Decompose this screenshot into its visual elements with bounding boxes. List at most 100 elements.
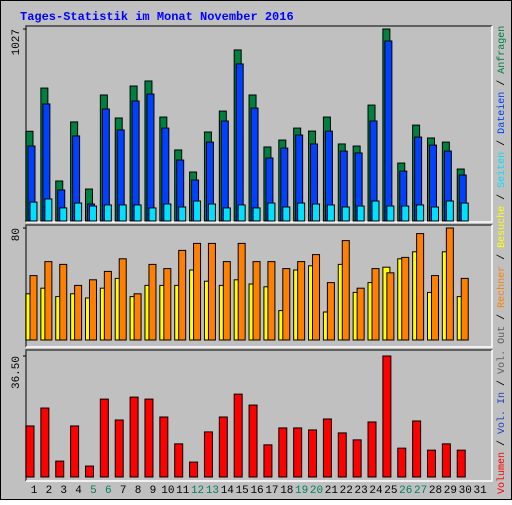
bar <box>207 242 216 341</box>
bar <box>416 204 425 222</box>
bar <box>237 204 246 222</box>
bar <box>312 254 321 341</box>
legend-separator: / <box>496 440 508 446</box>
legend-separator: / <box>496 140 508 146</box>
bar <box>341 206 350 222</box>
bar <box>386 205 395 222</box>
bar <box>118 204 127 222</box>
chart-title: Tages-Statistik im Monat November 2016 <box>20 10 294 24</box>
bar <box>382 355 392 478</box>
bar <box>74 202 83 222</box>
bar <box>426 449 436 478</box>
bar <box>267 202 276 222</box>
legend-entry: Seiten <box>496 152 508 188</box>
bar <box>326 204 335 222</box>
bar <box>193 200 202 222</box>
bar <box>263 444 273 478</box>
bar <box>401 256 410 341</box>
bar <box>222 207 231 222</box>
legend: Volumen / Vol. In / Vol. Out / Rechner / Besuche… <box>496 26 508 494</box>
bar <box>193 242 202 341</box>
bar <box>237 242 246 341</box>
bar <box>220 120 229 222</box>
x-tick-label: 26 <box>399 485 412 497</box>
bar <box>88 279 97 341</box>
bar <box>386 272 395 341</box>
bar <box>101 108 110 222</box>
bar <box>146 93 155 222</box>
bar <box>174 443 184 478</box>
bar <box>293 427 303 478</box>
bar <box>312 203 321 222</box>
panel <box>26 350 492 481</box>
bar <box>40 407 50 478</box>
y-tick-label: 1027 <box>11 29 23 55</box>
x-tick-label: 23 <box>355 485 368 497</box>
x-tick-label: 25 <box>384 485 397 497</box>
bar <box>250 107 259 222</box>
bar <box>222 261 231 341</box>
x-tick-label: 6 <box>105 485 112 497</box>
legend-entry: Vol. Out <box>496 326 508 374</box>
bar <box>416 233 425 341</box>
bar <box>248 404 258 478</box>
bar <box>189 461 199 478</box>
bar <box>445 227 454 341</box>
bar <box>144 398 154 478</box>
legend-separator: / <box>496 80 508 86</box>
x-tick-label: 30 <box>459 485 472 497</box>
bar <box>131 100 140 222</box>
bar <box>178 249 187 341</box>
bar <box>70 425 80 478</box>
bar <box>341 240 350 341</box>
legend-entry: Rechner <box>496 266 508 308</box>
x-tick-label: 7 <box>120 485 127 497</box>
legend-separator: / <box>496 194 508 200</box>
x-tick-label: 12 <box>191 485 204 497</box>
panel-border <box>26 350 493 482</box>
x-tick-label: 2 <box>46 485 53 497</box>
bar <box>397 447 407 478</box>
bar <box>441 443 451 478</box>
x-tick-label: 17 <box>265 485 278 497</box>
bar <box>278 427 288 478</box>
bar <box>25 425 35 478</box>
x-tick-label: 11 <box>176 485 190 497</box>
bar <box>371 200 380 222</box>
bar <box>159 416 169 478</box>
legend-separator: / <box>496 380 508 386</box>
x-tick-label: 29 <box>444 485 457 497</box>
bar <box>114 419 124 478</box>
bar <box>308 429 318 478</box>
bar <box>252 261 261 341</box>
bar <box>148 207 157 222</box>
bar <box>103 270 112 341</box>
bar <box>235 63 244 222</box>
bar <box>371 268 380 341</box>
bar <box>282 268 291 341</box>
bar <box>59 207 68 222</box>
panel-border <box>26 225 493 348</box>
x-tick-label: 10 <box>161 485 174 497</box>
bar <box>29 201 38 222</box>
y-tick-label: 80 <box>11 228 23 241</box>
bar <box>337 432 347 478</box>
x-tick-label: 20 <box>310 485 323 497</box>
bar <box>178 206 187 222</box>
bar <box>356 205 365 222</box>
bar <box>99 398 109 478</box>
bar <box>430 206 439 222</box>
legend-entry: Volumen <box>496 452 508 494</box>
x-tick-label: 15 <box>236 485 249 497</box>
bar <box>133 293 142 341</box>
bar <box>103 204 112 222</box>
x-tick-label: 8 <box>135 485 142 497</box>
legend-separator: / <box>496 254 508 260</box>
bar <box>163 268 172 341</box>
x-tick-label: 18 <box>280 485 293 497</box>
y-tick-label: 36.50 <box>11 356 23 389</box>
bar <box>218 416 228 478</box>
bar <box>352 439 362 478</box>
bar <box>148 263 157 341</box>
